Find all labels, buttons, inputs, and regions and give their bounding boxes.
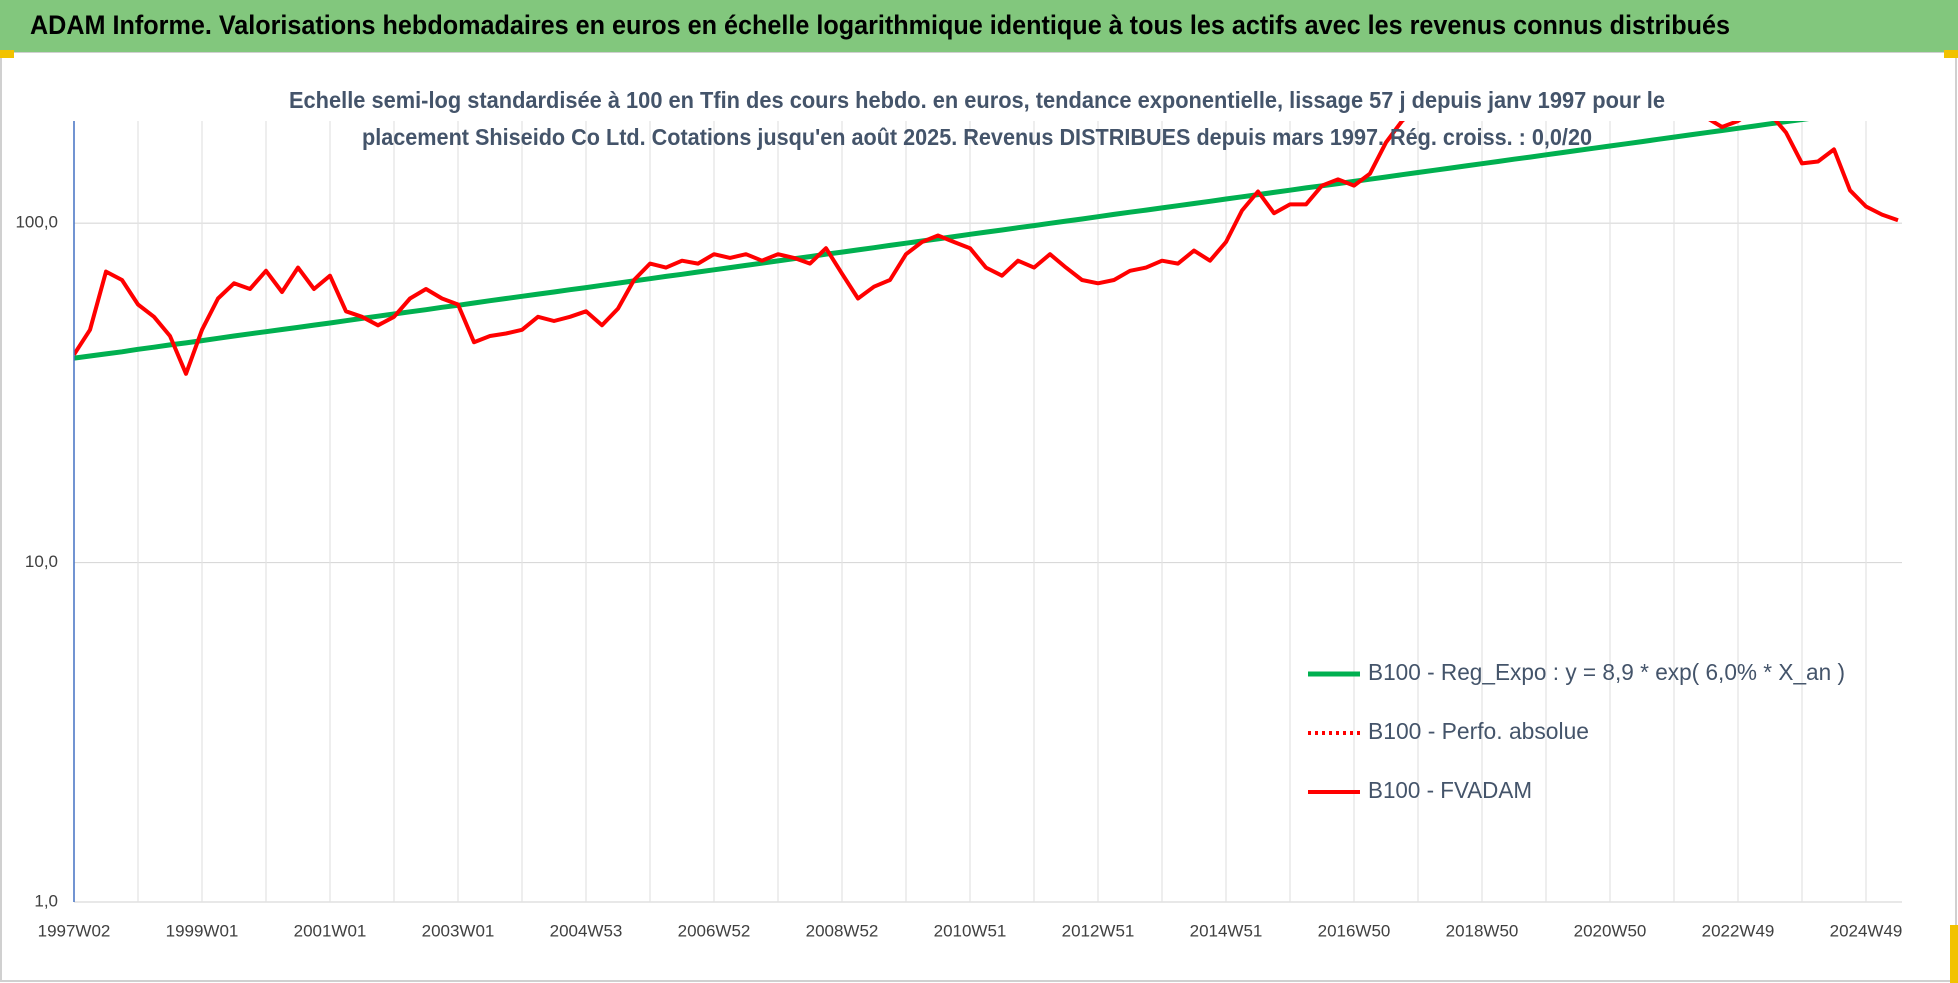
corner-mark [0,50,14,58]
x-tick-label: 2010W51 [934,921,1007,940]
x-tick-label: 2014W51 [1190,921,1263,940]
data-line [74,121,1899,376]
x-tick-label: 2024W49 [1830,921,1903,940]
legend-label: B100 - FVADAM [1368,777,1532,803]
corner-mark [1950,925,1958,983]
x-tick-label: 2006W52 [678,921,751,940]
x-tick-label: 2004W53 [550,921,623,940]
header-title: ADAM Informe. Valorisations hebdomadaire… [30,10,1730,40]
x-tick-label: 2022W49 [1702,921,1775,940]
x-tick-label: 2008W52 [806,921,879,940]
x-tick-label: 2001W01 [294,921,367,940]
x-tick-label: 1997W02 [38,921,111,940]
x-tick-label: 2020W50 [1574,921,1647,940]
subtitle-line: Echelle semi-log standardisée à 100 en T… [289,87,1665,113]
x-tick-label: 1999W01 [166,921,239,940]
x-tick-label: 2016W50 [1318,921,1391,940]
x-tick-label: 2018W50 [1446,921,1519,940]
x-tick-label: 2003W01 [422,921,495,940]
y-tick-label: 1,0 [34,891,58,910]
x-tick-label: 2012W51 [1062,921,1135,940]
subtitle-line: placement Shiseido Co Ltd. Cotations jus… [362,124,1592,150]
legend-label: B100 - Reg_Expo : y = 8,9 * exp( 6,0% * … [1368,659,1845,685]
y-tick-label: 10,0 [25,552,58,571]
data-line [74,121,1810,361]
y-tick-label: 100,0 [15,213,58,232]
legend-label: B100 - Perfo. absolue [1368,718,1589,744]
header-bar [0,0,1958,52]
corner-mark [1944,50,1958,58]
